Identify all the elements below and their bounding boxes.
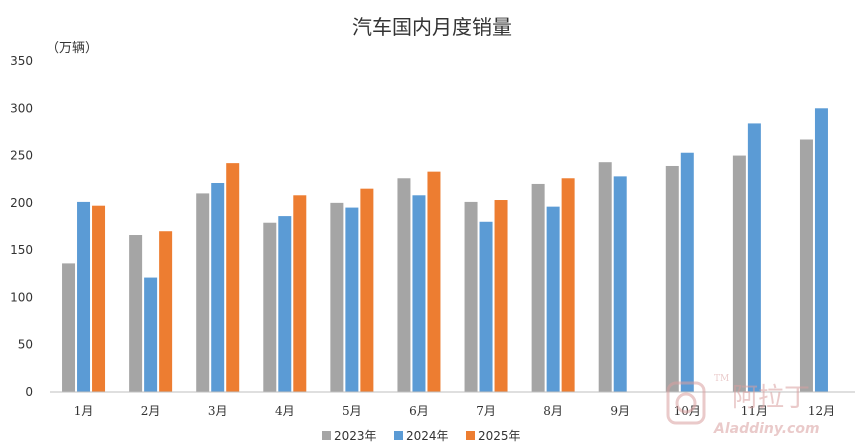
bar-2025年-2月 bbox=[159, 231, 173, 392]
bar-2023年-6月 bbox=[397, 178, 411, 392]
bar-2025年-4月 bbox=[293, 195, 307, 392]
bar-2023年-10月 bbox=[665, 165, 679, 392]
legend-item: 2024年 bbox=[394, 429, 449, 443]
bar-2023年-1月 bbox=[62, 263, 76, 392]
bar-2023年-11月 bbox=[732, 155, 746, 392]
y-tick-label: 50 bbox=[18, 338, 33, 352]
bar-2024年-8月 bbox=[546, 206, 560, 392]
bar-2025年-6月 bbox=[427, 171, 441, 392]
x-tick-label: 4月 bbox=[275, 404, 295, 418]
bar-2025年-1月 bbox=[92, 205, 106, 392]
legend-swatch bbox=[322, 431, 331, 440]
bar-2023年-2月 bbox=[129, 235, 143, 392]
bar-2025年-8月 bbox=[561, 178, 575, 392]
bar-2024年-3月 bbox=[211, 182, 225, 392]
legend-label: 2024年 bbox=[406, 429, 449, 443]
bar-2023年-8月 bbox=[531, 183, 545, 392]
x-tick-label: 12月 bbox=[808, 404, 835, 418]
x-tick-label: 8月 bbox=[543, 404, 563, 418]
watermark-url: Aladdiny.com bbox=[713, 421, 820, 437]
legend-swatch bbox=[466, 431, 475, 440]
legend-label: 2025年 bbox=[478, 429, 521, 443]
bar-2023年-4月 bbox=[263, 222, 277, 392]
watermark-text: 阿拉丁 bbox=[732, 383, 810, 413]
y-tick-label: 250 bbox=[10, 149, 33, 163]
legend-item: 2025年 bbox=[466, 429, 521, 443]
watermark-tm: TM bbox=[714, 374, 729, 384]
bar-2023年-3月 bbox=[196, 193, 210, 392]
x-tick-label: 3月 bbox=[208, 404, 228, 418]
x-tick-label: 11月 bbox=[741, 404, 768, 418]
bar-2023年-7月 bbox=[464, 201, 478, 392]
bar-2023年-5月 bbox=[330, 202, 344, 392]
bar-2025年-7月 bbox=[494, 200, 508, 392]
bars bbox=[62, 108, 828, 393]
y-tick-label: 150 bbox=[10, 243, 33, 257]
chart-title: 汽车国内月度销量 bbox=[352, 15, 512, 39]
x-axis-ticks: 1月 2月 3月 4月 5月 6月 7月 8月 9月 10月 11月 12月 bbox=[74, 404, 835, 418]
legend: 2023年 2024年 2025年 bbox=[322, 429, 521, 443]
bar-2024年-12月 bbox=[814, 108, 828, 393]
x-tick-label: 9月 bbox=[610, 404, 630, 418]
bar-2024年-10月 bbox=[680, 152, 694, 392]
x-tick-label: 5月 bbox=[342, 404, 362, 418]
bar-2024年-9月 bbox=[613, 176, 627, 392]
y-tick-label: 300 bbox=[10, 101, 33, 115]
legend-label: 2023年 bbox=[334, 429, 377, 443]
watermark: TM 阿拉丁 Aladdiny.com bbox=[666, 374, 820, 437]
watermark-logo-icon bbox=[666, 381, 706, 425]
bar-2023年-12月 bbox=[799, 139, 813, 392]
bar-2024年-4月 bbox=[278, 216, 292, 392]
x-tick-label: 2月 bbox=[141, 404, 161, 418]
y-axis-ticks: 0 50 100 150 200 250 300 350 bbox=[10, 54, 33, 399]
bar-2025年-5月 bbox=[360, 188, 374, 392]
bar-2024年-6月 bbox=[412, 195, 426, 392]
legend-item: 2023年 bbox=[322, 429, 377, 443]
y-tick-label: 100 bbox=[10, 290, 33, 304]
bar-2024年-11月 bbox=[747, 123, 761, 392]
bar-2023年-9月 bbox=[598, 162, 612, 392]
bar-2024年-1月 bbox=[77, 201, 91, 392]
x-tick-label: 7月 bbox=[476, 404, 496, 418]
x-tick-label: 6月 bbox=[409, 404, 429, 418]
legend-swatch bbox=[394, 431, 403, 440]
bar-2025年-3月 bbox=[226, 163, 240, 392]
y-tick-label: 200 bbox=[10, 196, 33, 210]
bar-2024年-2月 bbox=[144, 277, 158, 392]
y-tick-label: 0 bbox=[25, 385, 33, 399]
bar-2024年-5月 bbox=[345, 207, 359, 392]
bar-2024年-7月 bbox=[479, 221, 493, 392]
y-axis-unit-label: （万辆） bbox=[46, 41, 98, 56]
y-tick-label: 350 bbox=[10, 54, 33, 68]
x-tick-label: 1月 bbox=[74, 404, 94, 418]
